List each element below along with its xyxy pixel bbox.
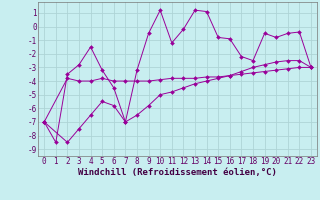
X-axis label: Windchill (Refroidissement éolien,°C): Windchill (Refroidissement éolien,°C) xyxy=(78,168,277,177)
